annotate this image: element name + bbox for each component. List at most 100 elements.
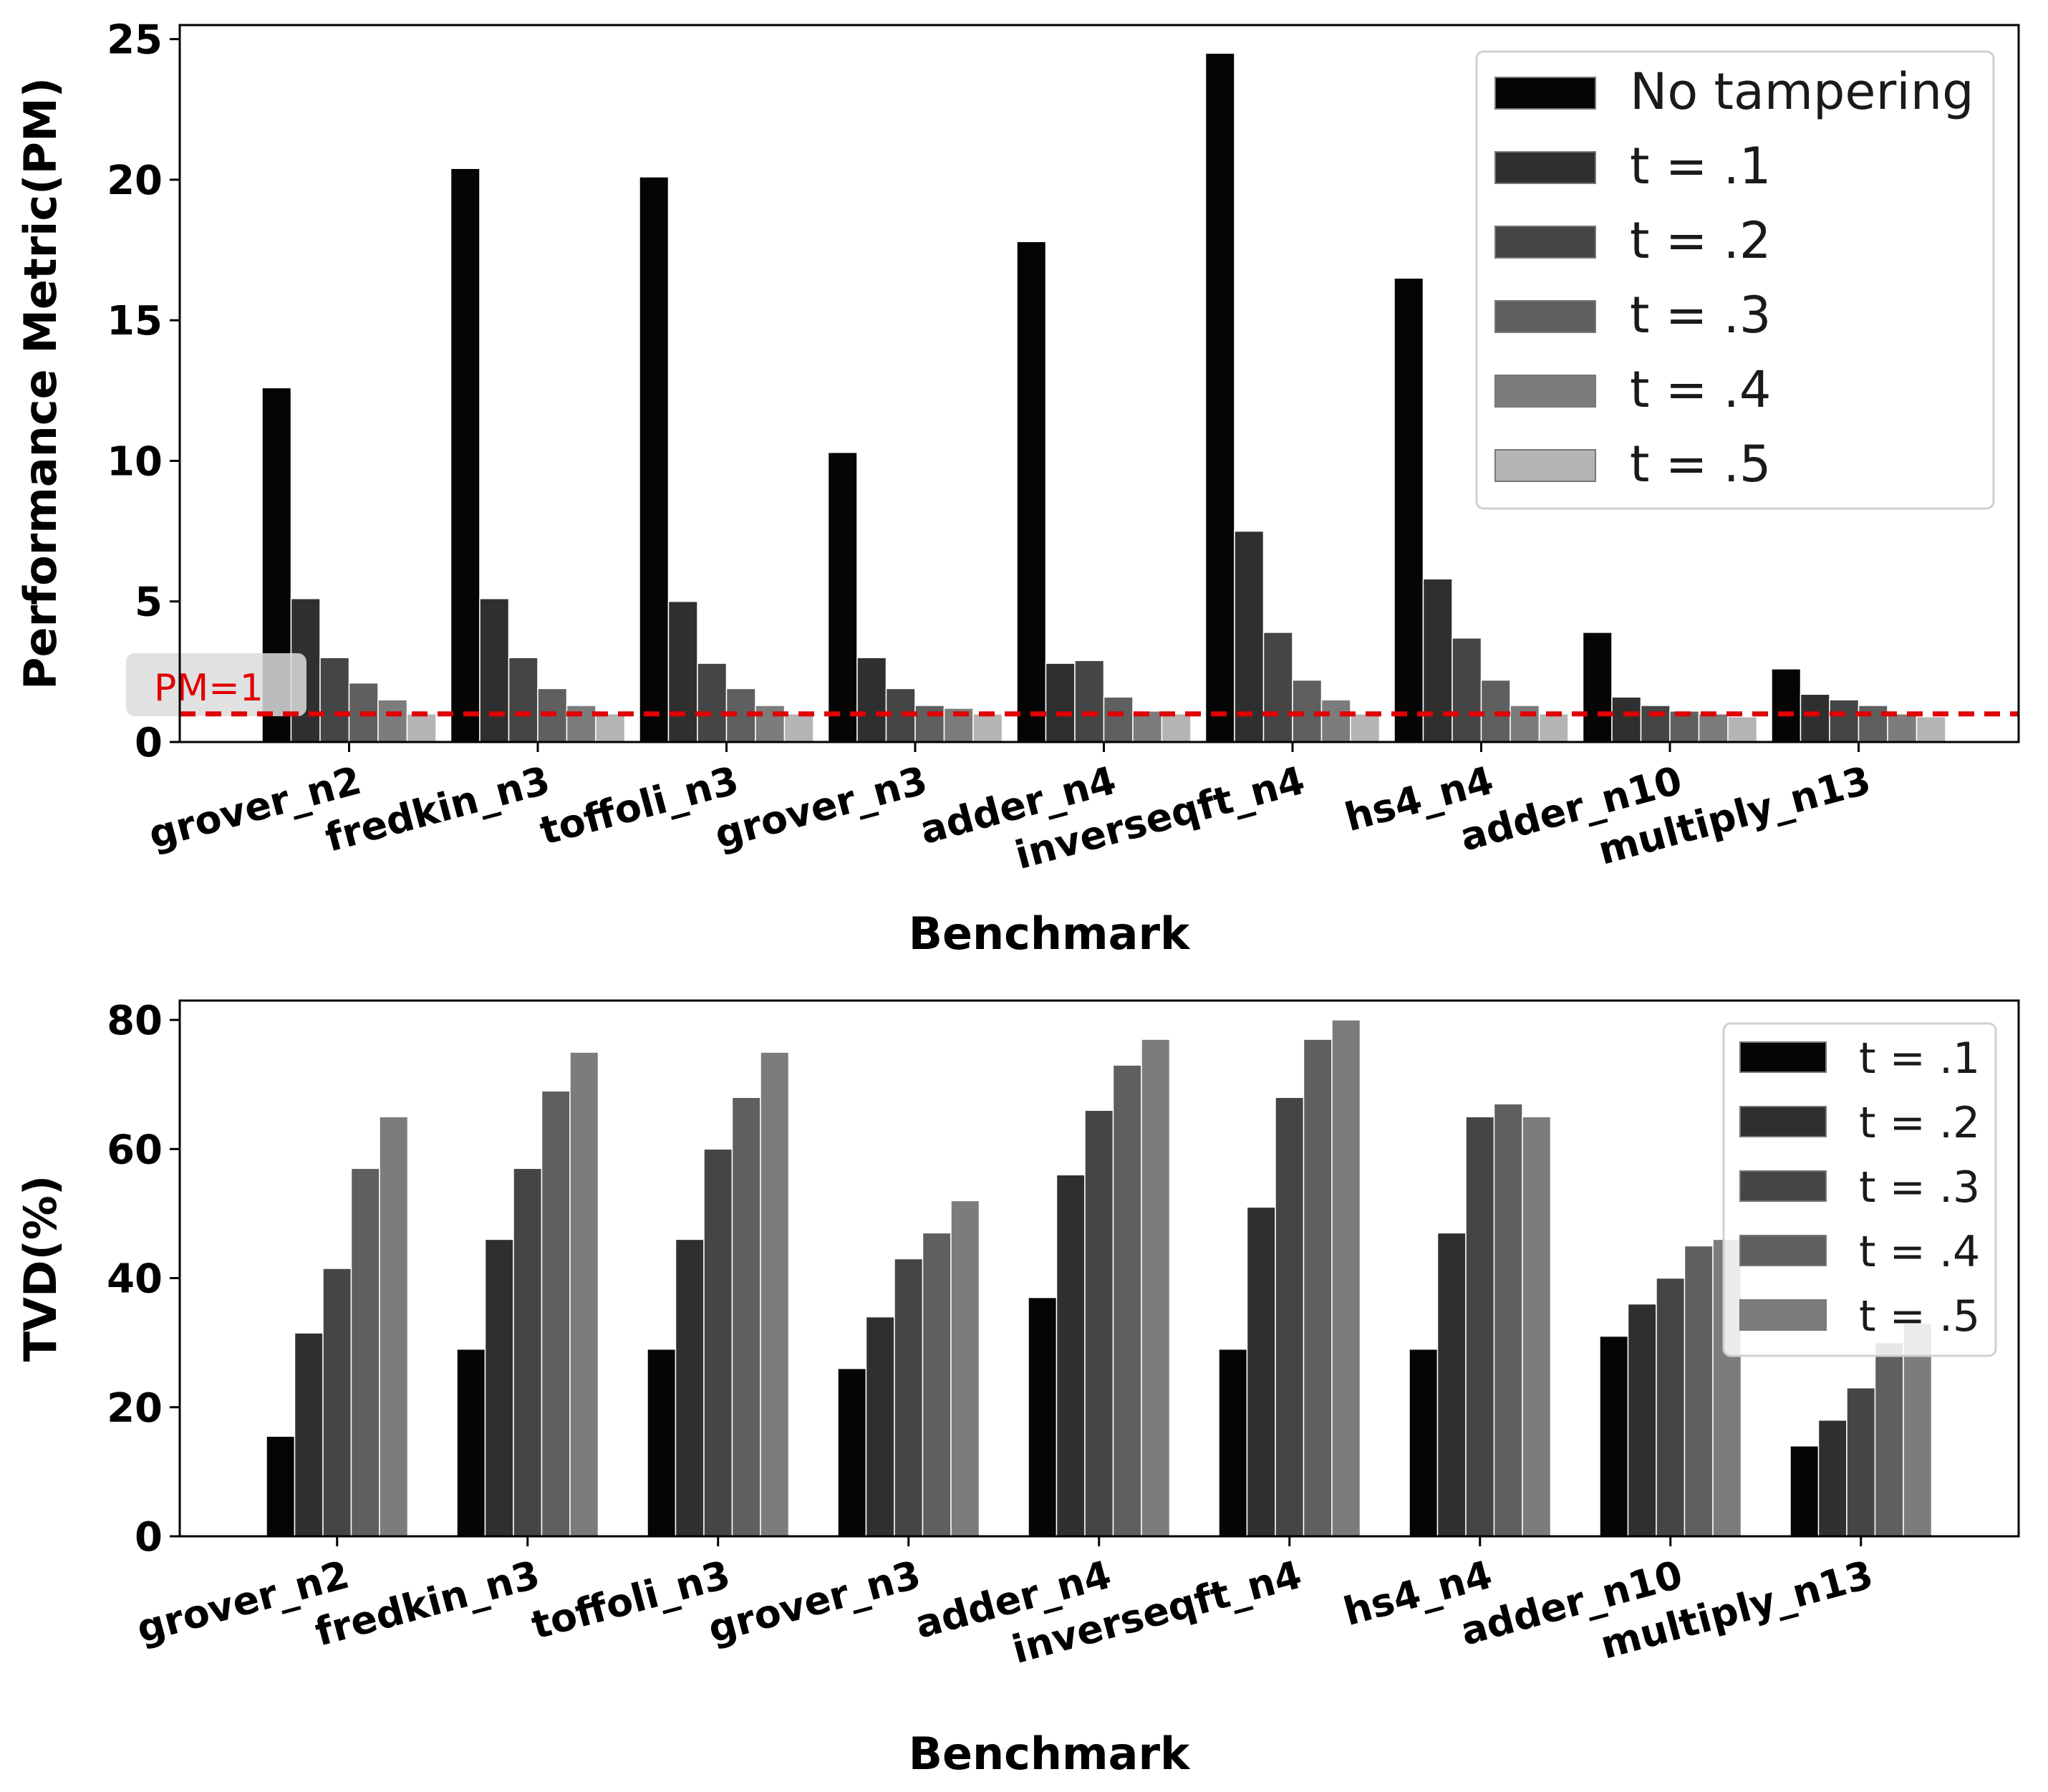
bar-adder_n4-3 [1084, 1109, 1114, 1537]
bar-inverseqft_n4-3 [1275, 1097, 1305, 1537]
bar-grover_n2-5 [377, 699, 408, 743]
y-tick-label: 80 [107, 998, 163, 1044]
performance-metric-chart: PM=10510152025grover_n2fredkin_n3toffoli… [14, 17, 2020, 960]
x-tick-label: grover_n3 [703, 1552, 925, 1652]
bar-grover_n3-5 [950, 1200, 980, 1537]
bar-inverseqft_n4-5 [1331, 1019, 1361, 1537]
y-tick-label: 20 [107, 158, 163, 204]
y-tick-label: 0 [135, 1514, 163, 1561]
bar-adder_n4-2 [1045, 663, 1076, 743]
bar-fredkin_n3-4 [541, 1090, 571, 1537]
bar-multiply_n13-6 [1916, 716, 1946, 743]
y-tick-label: 20 [107, 1385, 163, 1432]
bar-inverseqft_n4-2 [1234, 530, 1265, 743]
bar-grover_n2-4 [350, 1167, 380, 1537]
legend-label: t = .1 [1630, 137, 1771, 196]
bar-grover_n2-3 [319, 657, 350, 743]
legend-label: No tampering [1630, 62, 1974, 121]
bar-toffoli_n3-3 [703, 1148, 733, 1537]
bar-adder_n10-1 [1599, 1335, 1629, 1537]
y-tick-label: 0 [135, 720, 163, 766]
bar-hs4_n4-4 [1480, 679, 1511, 743]
y-tick-label: 5 [135, 579, 163, 626]
bar-fredkin_n3-6 [595, 713, 626, 743]
bar-inverseqft_n4-4 [1303, 1039, 1333, 1537]
y-axis-title: Performance Metric(PM) [14, 77, 67, 690]
legend-label: t = .4 [1630, 360, 1771, 419]
legend-label: t = .3 [1859, 1162, 1980, 1213]
bar-grover_n3-2 [856, 657, 887, 743]
bar-hs4_n4-3 [1452, 637, 1482, 743]
legend-swatch [1494, 300, 1596, 333]
legend-swatch [1494, 77, 1596, 110]
bar-hs4_n4-5 [1522, 1116, 1552, 1537]
bar-grover_n3-3 [894, 1258, 924, 1537]
y-tick-label: 40 [107, 1256, 163, 1303]
tvd-chart: 020406080grover_n2fredkin_n3toffoli_n3gr… [14, 998, 2020, 1780]
legend-swatch [1739, 1106, 1827, 1137]
bar-grover_n2-6 [406, 713, 437, 743]
bar-fredkin_n3-2 [484, 1238, 514, 1537]
bar-inverseqft_n4-4 [1292, 679, 1323, 743]
bar-multiply_n13-3 [1829, 699, 1860, 743]
bar-adder_n4-1 [1028, 1296, 1058, 1537]
legend-label: t = .3 [1630, 286, 1771, 345]
bar-fredkin_n3-1 [456, 1348, 486, 1537]
bar-adder_n10-6 [1727, 716, 1758, 743]
bar-fredkin_n3-5 [566, 705, 596, 743]
bar-adder_n10-2 [1611, 696, 1642, 743]
bar-adder_n10-3 [1656, 1277, 1686, 1537]
bar-multiply_n13-1 [1771, 668, 1802, 743]
bar-inverseqft_n4-1 [1204, 52, 1235, 743]
bar-grover_n2-5 [379, 1116, 409, 1537]
bar-hs4_n4-5 [1510, 705, 1540, 743]
bar-adder_n4-2 [1056, 1174, 1086, 1537]
bar-hs4_n4-3 [1465, 1116, 1495, 1537]
legend-label: t = .5 [1630, 435, 1771, 493]
legend-box [1475, 50, 1995, 510]
bar-fredkin_n3-5 [569, 1051, 599, 1537]
bar-fredkin_n3-3 [513, 1167, 543, 1537]
bar-adder_n10-1 [1582, 632, 1613, 743]
bar-grover_n3-4 [922, 1232, 952, 1537]
bar-adder_n4-4 [1103, 696, 1134, 743]
bar-fredkin_n3-1 [450, 168, 480, 743]
legend-swatch [1739, 1235, 1827, 1266]
bar-adder_n4-5 [1141, 1039, 1171, 1537]
bar-inverseqft_n4-6 [1350, 713, 1381, 743]
bar-adder_n4-1 [1016, 241, 1047, 743]
legend-swatch [1739, 1041, 1827, 1073]
x-axis-title: Benchmark [909, 907, 1191, 960]
bar-fredkin_n3-3 [508, 657, 538, 743]
x-tick-label: grover_n3 [710, 758, 932, 857]
legend-label: t = .1 [1859, 1034, 1980, 1084]
legend-swatch [1494, 226, 1596, 259]
bar-multiply_n13-5 [1887, 713, 1918, 743]
bar-toffoli_n3-5 [755, 705, 786, 743]
x-axis-title: Benchmark [909, 1728, 1191, 1780]
legend-swatch [1739, 1299, 1827, 1331]
bar-grover_n2-1 [266, 1435, 296, 1537]
bar-toffoli_n3-1 [647, 1348, 677, 1537]
x-tick-label: toffoli_n3 [527, 1552, 735, 1648]
legend-label: t = .2 [1859, 1098, 1980, 1148]
bar-toffoli_n3-1 [639, 176, 670, 743]
bar-toffoli_n3-5 [760, 1051, 790, 1537]
bar-toffoli_n3-4 [731, 1097, 761, 1537]
bar-adder_n4-3 [1074, 660, 1105, 743]
bar-hs4_n4-1 [1409, 1348, 1439, 1537]
bar-adder_n10-5 [1698, 713, 1729, 743]
bar-fredkin_n3-2 [479, 598, 510, 743]
legend-swatch [1494, 151, 1596, 184]
bar-toffoli_n3-6 [783, 713, 814, 743]
bar-inverseqft_n4-3 [1262, 632, 1293, 743]
bar-inverseqft_n4-1 [1218, 1348, 1248, 1537]
y-axis-title: TVD(%) [14, 1175, 67, 1362]
bar-adder_n4-4 [1112, 1064, 1142, 1537]
bar-multiply_n13-5 [1903, 1322, 1933, 1537]
y-tick-label: 60 [107, 1127, 163, 1173]
bar-hs4_n4-1 [1393, 277, 1424, 743]
legend-swatch [1739, 1170, 1827, 1202]
legend-swatch [1494, 375, 1596, 408]
